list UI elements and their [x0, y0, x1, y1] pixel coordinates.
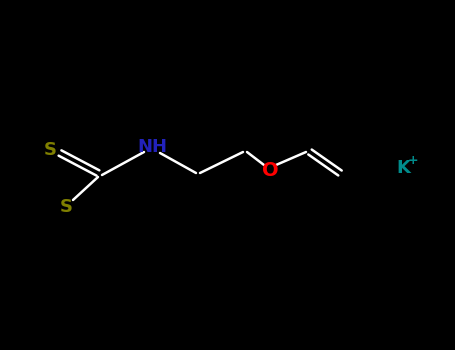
- Text: O: O: [262, 161, 278, 181]
- Text: S: S: [44, 141, 56, 159]
- Text: +: +: [408, 154, 418, 168]
- Text: S: S: [60, 198, 72, 216]
- Text: NH: NH: [137, 138, 167, 156]
- Text: K: K: [396, 159, 410, 177]
